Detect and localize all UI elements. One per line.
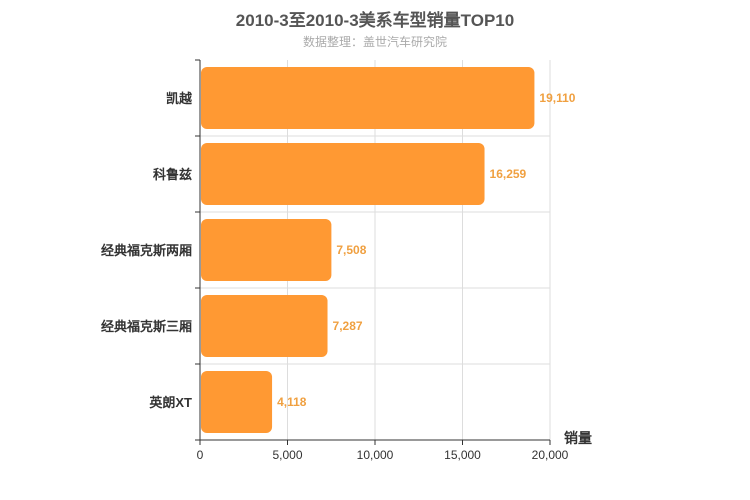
bar[interactable]	[201, 67, 535, 129]
axes	[195, 59, 551, 445]
category-label: 凯越	[166, 91, 193, 106]
data-label: 4,118	[277, 395, 307, 409]
x-tick-label: 10,000	[357, 448, 394, 462]
x-tick-label: 20,000	[532, 448, 569, 462]
x-tick-label: 15,000	[444, 448, 481, 462]
chart-title: 2010-3至2010-3美系车型销量TOP10	[235, 11, 515, 30]
category-label: 经典福克斯两厢	[101, 243, 192, 258]
x-axis-title: 销量	[564, 430, 592, 446]
category-label: 经典福克斯三厢	[101, 319, 192, 334]
x-tick-label: 0	[197, 448, 204, 462]
bar[interactable]	[201, 219, 332, 281]
bar[interactable]	[201, 295, 328, 357]
bar[interactable]	[201, 143, 485, 205]
bar[interactable]	[201, 371, 273, 433]
data-label: 7,508	[336, 243, 366, 257]
chart-subtitle: 数据整理：盖世汽车研究院	[302, 35, 447, 49]
labels: 19,110 凯越 16,259 科鲁兹 7,508 经典福克斯两厢 7,287 经典福克斯三…	[101, 91, 576, 462]
data-label: 19,110	[539, 91, 575, 105]
bars	[201, 67, 535, 433]
category-label: 科鲁兹	[153, 167, 192, 182]
data-label: 16,259	[490, 167, 527, 181]
data-label: 7,287	[333, 319, 363, 333]
category-label: 英朗XT	[148, 395, 192, 410]
x-tick-label: 5,000	[272, 448, 302, 462]
